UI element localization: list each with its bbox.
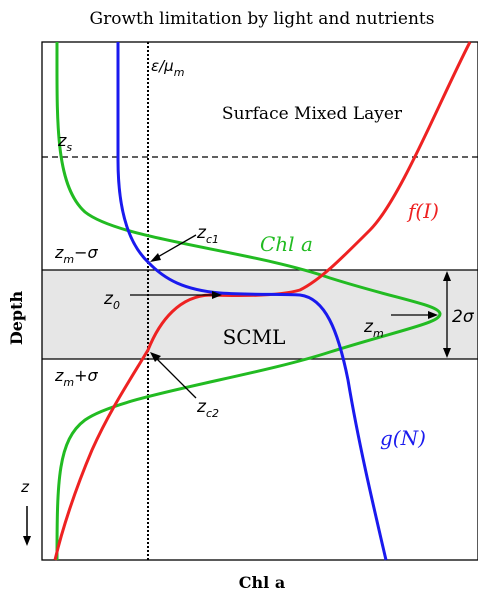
zc2-label: zc2	[196, 397, 219, 420]
two-sigma-arrow-head-top	[443, 271, 451, 281]
zc1-arrow-head	[150, 253, 161, 262]
zm-label: zm	[363, 317, 384, 340]
zs-label: zs	[57, 131, 72, 154]
z0-arrow-head	[212, 291, 222, 299]
nutrient-curve-label: g(N)	[380, 426, 426, 450]
zc2-arrow-head	[150, 352, 161, 362]
plot-frame	[41, 41, 478, 561]
y-axis-label: Depth	[7, 291, 26, 346]
two-sigma-label: 2σ	[452, 307, 475, 327]
nutrient-curve-g-n	[116, 42, 388, 561]
x-axis-label: Chl a	[239, 573, 285, 592]
light-curve-label: f(I)	[406, 199, 439, 223]
z0-label: z0	[103, 289, 120, 312]
zc1-arrow	[155, 234, 197, 259]
chl-a-curve-label: Chl a	[260, 232, 313, 256]
depth-arrow-label: z	[20, 478, 30, 496]
surface-mixed-layer-label: Surface Mixed Layer	[222, 104, 403, 124]
figure-title: Growth limitation by light and nutrients	[90, 9, 435, 29]
two-sigma-arrow-head-bottom	[443, 348, 451, 358]
zm-arrow-head	[428, 311, 438, 319]
zm-plus-sigma-label: zm+σ	[54, 366, 99, 389]
eps-mu-label: ε/μm	[151, 57, 184, 79]
chl-a-curve	[55, 41, 442, 561]
zm-minus-sigma-label: zm−σ	[54, 243, 99, 266]
zc1-label: zc1	[196, 223, 219, 246]
depth-arrow-head	[23, 536, 31, 546]
zc2-arrow	[155, 357, 197, 399]
scml-label: SCML	[223, 325, 286, 349]
